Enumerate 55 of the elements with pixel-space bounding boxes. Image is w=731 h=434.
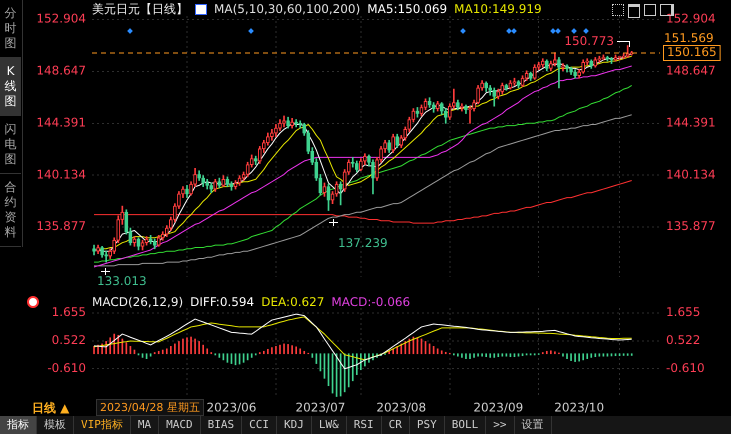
text: BIAS <box>200 416 242 434</box>
annotation: 137.239 <box>338 236 388 250</box>
text: MACD <box>159 416 201 434</box>
annotation: MACD:-0.066 <box>331 295 410 309</box>
series-label: DEA:0.627 <box>261 295 324 309</box>
text: 模板 <box>37 416 74 434</box>
y2-tick-label: 144.391 <box>666 115 716 130</box>
text: VIP指标 <box>74 416 131 434</box>
text: RSI <box>346 416 382 434</box>
y2-tick-label: 135.877 <box>666 219 716 234</box>
text: 闪电图 <box>0 116 21 174</box>
y2-tick-label: 152.904 <box>666 12 716 26</box>
y-tick-label: 152.904 <box>36 12 86 26</box>
text: LW& <box>312 416 347 434</box>
x-tick-label: 2023/10 <box>554 400 604 414</box>
text: 指标 <box>0 416 37 434</box>
text: 合约资料 <box>0 174 21 247</box>
text: BOLL <box>444 416 486 434</box>
text: MA10:149.919 <box>454 2 542 16</box>
text: MA5:150.069 <box>367 2 448 16</box>
text: 151.569 <box>664 31 714 45</box>
x-tick-label: 2023/08 <box>376 400 426 414</box>
text: PSY <box>410 416 445 434</box>
text: K线图 <box>0 58 21 116</box>
x-tick-label: 2023/09 <box>473 400 524 414</box>
y-tick-label: 148.647 <box>36 64 86 78</box>
text: 设置 <box>514 416 552 434</box>
y2-tick-label: -0.610 <box>666 360 705 375</box>
text: 日线 ▲ <box>32 400 70 417</box>
text: MA <box>130 416 160 434</box>
chart-title: 美元日元【日线】 <box>92 0 188 18</box>
y2-tick-label: 140.134 <box>666 167 716 182</box>
y2-tick-label: 1.655 <box>666 305 700 320</box>
text: KDJ <box>277 416 312 434</box>
text: CCI <box>242 416 277 434</box>
legend-title: MA(5,10,30,60,100,200) <box>214 2 360 16</box>
x-tick-label: 2023/07 <box>295 400 346 414</box>
chart-title: MACD(26,12,9) <box>92 295 184 309</box>
text: 2023/04/28 星期五 <box>96 399 204 416</box>
y-tick-label: 1.655 <box>52 305 86 320</box>
y-tick-label: -0.610 <box>47 360 86 375</box>
y-tick-label: 144.391 <box>36 115 86 130</box>
y-tick-label: 135.877 <box>36 219 86 234</box>
y-tick-label: 0.522 <box>52 333 86 348</box>
annotation: 150.773 <box>564 34 614 48</box>
text: 分时图 <box>0 0 21 58</box>
annotation: 133.013 <box>97 274 147 288</box>
y-tick-label: 140.134 <box>36 167 86 182</box>
y2-tick-label: 148.647 <box>666 64 716 78</box>
text: >> <box>486 416 514 434</box>
series-label: DIFF:0.594 <box>190 295 254 309</box>
y2-tick-label: 0.522 <box>666 333 700 348</box>
x-tick-label: 2023/06 <box>206 400 256 414</box>
text: CR <box>382 416 410 434</box>
ref-line-label: 150.165 <box>667 45 717 60</box>
